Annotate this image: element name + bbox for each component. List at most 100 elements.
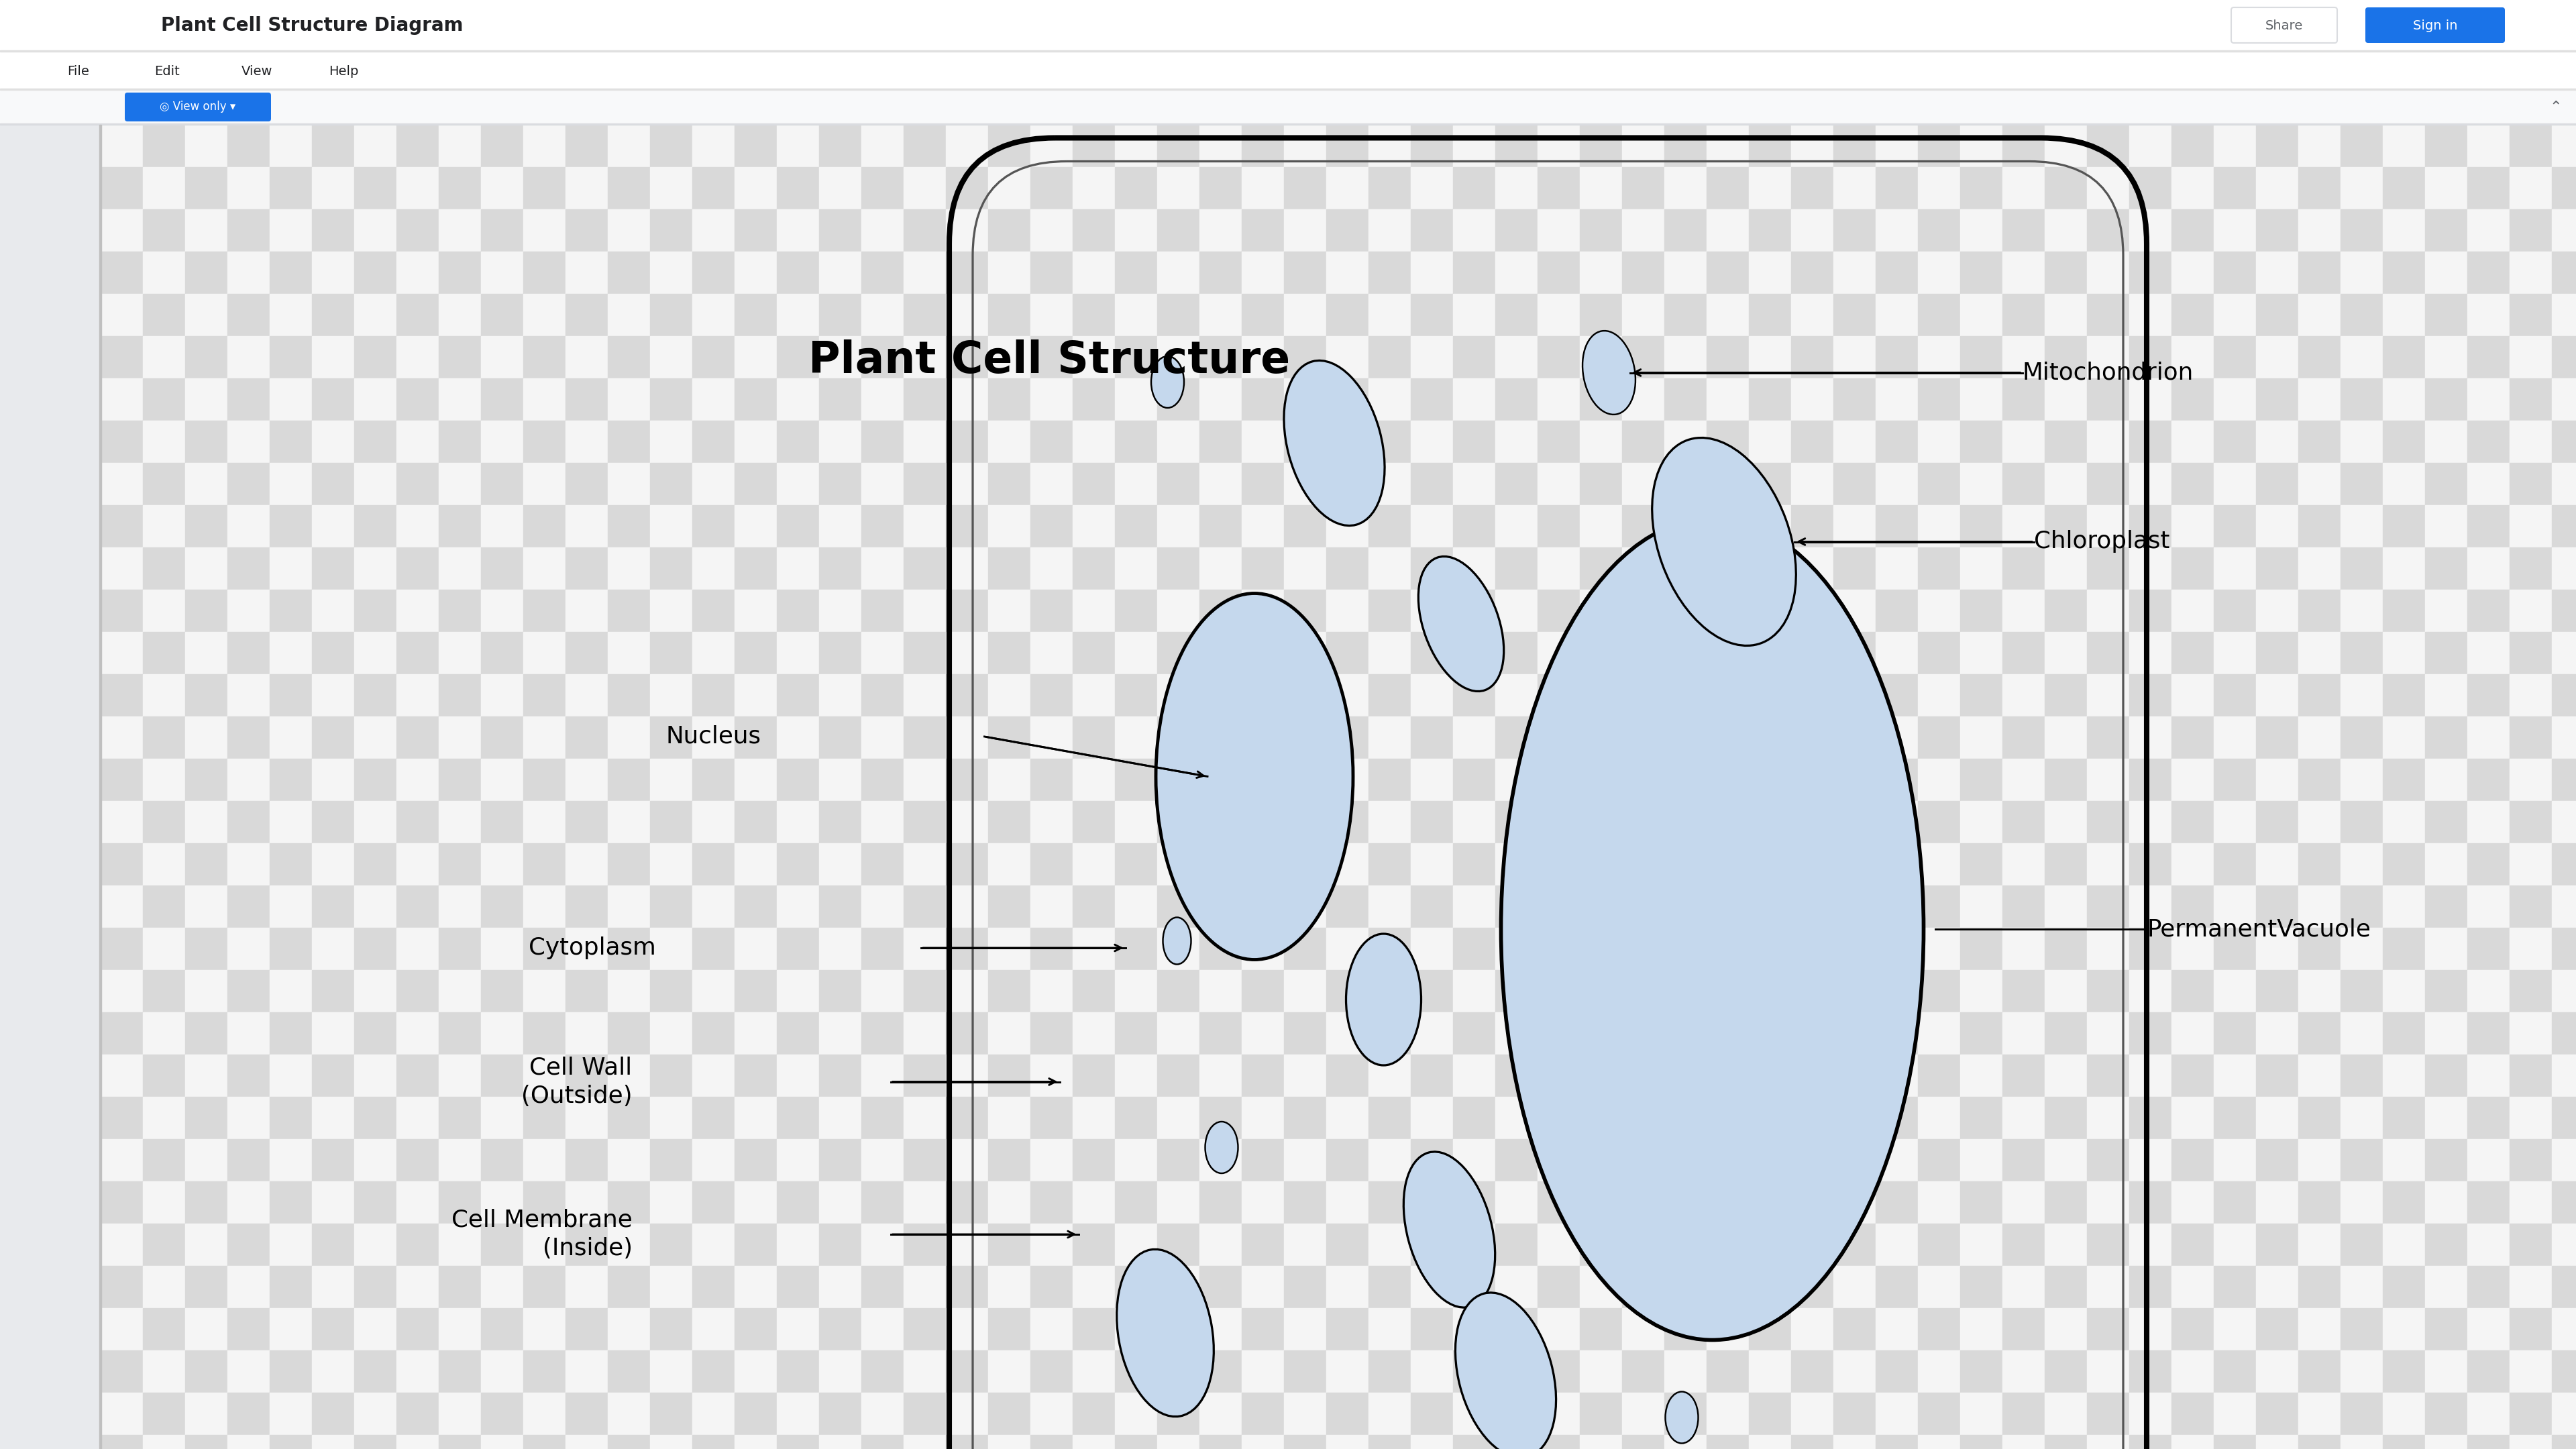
Bar	[1327, 969, 1368, 1013]
Bar	[1960, 1392, 2002, 1435]
Bar	[185, 167, 227, 209]
Bar	[2130, 1097, 2172, 1139]
Bar	[1538, 1223, 1579, 1266]
Bar	[1453, 378, 1494, 420]
Bar	[734, 548, 778, 590]
Bar	[608, 462, 649, 506]
Bar	[523, 801, 567, 843]
Bar	[1705, 462, 1749, 506]
Bar	[2130, 1392, 2172, 1435]
Bar	[227, 420, 270, 462]
Bar	[482, 506, 523, 548]
Bar	[397, 1266, 438, 1308]
Bar	[355, 1266, 397, 1308]
Bar	[142, 294, 185, 336]
Bar	[2045, 167, 2087, 209]
Bar	[1072, 927, 1115, 969]
Bar	[1453, 801, 1494, 843]
Bar	[904, 1435, 945, 1449]
Bar	[1115, 843, 1157, 885]
Bar	[355, 885, 397, 927]
Bar	[2213, 843, 2257, 885]
Bar	[1705, 674, 1749, 716]
Bar	[1157, 1350, 1200, 1392]
Bar	[778, 1308, 819, 1350]
Bar	[904, 632, 945, 674]
Bar	[2130, 674, 2172, 716]
Bar	[649, 1308, 693, 1350]
Bar	[1072, 1097, 1115, 1139]
Bar	[1749, 843, 1790, 885]
Bar	[227, 885, 270, 927]
Bar	[1494, 674, 1538, 716]
Bar	[1242, 801, 1283, 843]
Bar	[523, 209, 567, 252]
Bar	[2002, 1055, 2045, 1097]
Bar	[1960, 294, 2002, 336]
Bar	[2045, 1139, 2087, 1181]
Bar	[1453, 506, 1494, 548]
Bar	[438, 506, 482, 548]
Bar	[2130, 1350, 2172, 1392]
Bar	[1623, 1139, 1664, 1181]
Bar	[608, 1139, 649, 1181]
Bar	[100, 1223, 142, 1266]
Bar	[1579, 336, 1623, 378]
Bar	[185, 674, 227, 716]
Bar	[1960, 674, 2002, 716]
Bar	[1412, 1392, 1453, 1435]
Bar	[1030, 1266, 1072, 1308]
Bar	[1919, 927, 1960, 969]
Bar	[1538, 1435, 1579, 1449]
Bar	[438, 209, 482, 252]
Bar	[1368, 801, 1412, 843]
Bar	[1919, 1055, 1960, 1097]
Bar	[945, 1266, 989, 1308]
Bar	[2298, 1350, 2342, 1392]
Bar	[2257, 548, 2298, 590]
Bar	[270, 632, 312, 674]
Bar	[2213, 632, 2257, 674]
Bar	[945, 1181, 989, 1223]
Bar	[1538, 759, 1579, 801]
Bar	[904, 927, 945, 969]
Bar	[2172, 969, 2213, 1013]
Bar	[0, 90, 2576, 123]
Bar	[1327, 420, 1368, 462]
Bar	[1412, 1223, 1453, 1266]
Bar	[1453, 1350, 1494, 1392]
Bar	[608, 1392, 649, 1435]
Bar	[1960, 969, 2002, 1013]
Bar	[185, 1013, 227, 1055]
Bar	[2342, 1055, 2383, 1097]
Bar	[1960, 125, 2002, 167]
Ellipse shape	[1404, 1152, 1494, 1307]
Bar	[1327, 590, 1368, 632]
Bar	[2045, 1308, 2087, 1350]
Bar	[2130, 632, 2172, 674]
Bar	[2509, 548, 2553, 590]
Bar	[2342, 801, 2383, 843]
Bar	[2298, 125, 2342, 167]
Bar	[693, 885, 734, 927]
Bar	[567, 1266, 608, 1308]
Bar	[1875, 801, 1919, 843]
Bar	[1327, 548, 1368, 590]
Bar	[2257, 1139, 2298, 1181]
Bar	[1412, 1055, 1453, 1097]
Bar	[1579, 801, 1623, 843]
Bar	[2045, 716, 2087, 759]
Bar	[904, 209, 945, 252]
Bar	[523, 1139, 567, 1181]
Bar	[270, 590, 312, 632]
Bar	[904, 167, 945, 209]
Bar	[2002, 716, 2045, 759]
Bar	[1327, 674, 1368, 716]
Bar	[1115, 1350, 1157, 1392]
Bar	[1242, 1266, 1283, 1308]
Bar	[860, 1055, 904, 1097]
Bar	[778, 548, 819, 590]
Bar	[1283, 1181, 1327, 1223]
Bar	[904, 420, 945, 462]
Bar	[227, 1013, 270, 1055]
